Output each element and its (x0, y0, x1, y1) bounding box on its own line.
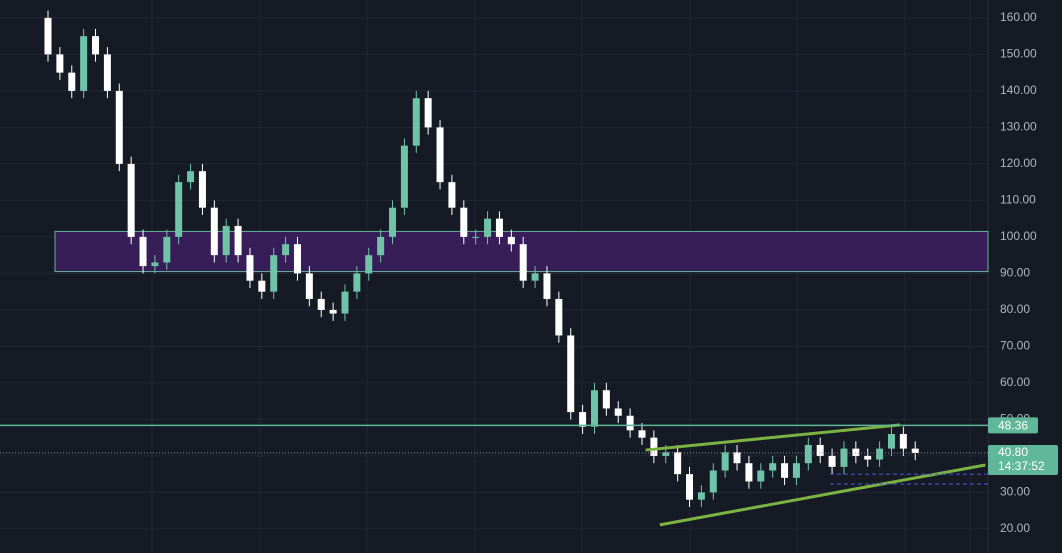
candle-body (389, 207, 397, 237)
candle-body (44, 17, 52, 55)
countdown: 14:37:52 (998, 459, 1045, 473)
candle-body (305, 273, 313, 299)
trend-line (659, 463, 986, 527)
candle-body (424, 98, 432, 128)
candle-body (222, 225, 230, 256)
candle-body (543, 273, 551, 299)
candle-body (876, 448, 884, 460)
candle-body (412, 98, 420, 146)
candle-body (115, 90, 123, 164)
candle-body (555, 298, 563, 336)
candle-body (911, 448, 919, 453)
candle-body (899, 434, 907, 449)
candle-body (614, 408, 622, 416)
candle-body (210, 207, 218, 256)
candle-body (234, 225, 242, 256)
candle-body (507, 236, 515, 245)
candle-body (163, 236, 171, 263)
y-tick-label: 20.00 (1000, 521, 1030, 535)
candle-body (887, 434, 895, 449)
candle-body (662, 452, 670, 456)
candle-body (460, 207, 468, 237)
candle-body (769, 463, 777, 471)
candle-body (709, 470, 717, 493)
candle-body (198, 171, 206, 208)
candle-body (317, 298, 325, 310)
candle-body (56, 54, 64, 73)
candle-body (852, 448, 860, 456)
trend-line (645, 423, 900, 452)
candle-body (757, 470, 765, 482)
candle-body (674, 452, 682, 475)
y-tick-label: 160.00 (1000, 10, 1037, 24)
price-label: 48.36 (998, 419, 1028, 433)
candle-body (531, 273, 539, 281)
y-tick-label: 130.00 (1000, 120, 1037, 134)
candle-body (745, 463, 753, 482)
candle-body (127, 163, 135, 237)
y-tick-label: 90.00 (1000, 266, 1030, 280)
candle-body (353, 273, 361, 292)
candle-body (329, 309, 337, 314)
last-price-box (988, 444, 1058, 475)
candle-body (638, 430, 646, 438)
candle-body (246, 255, 254, 281)
candle-body (804, 444, 812, 464)
candle-body (472, 236, 480, 238)
candle-body (816, 444, 824, 456)
candle-body (650, 437, 658, 456)
y-tick-label: 100.00 (1000, 229, 1037, 243)
y-tick-label: 80.00 (1000, 302, 1030, 316)
candle-body (282, 244, 290, 256)
y-tick-label: 150.00 (1000, 47, 1037, 61)
y-tick-label: 110.00 (1000, 193, 1036, 207)
y-tick-label: 140.00 (1000, 83, 1037, 97)
candle-body (733, 452, 741, 464)
candle-body (590, 390, 598, 427)
candle-body (519, 244, 527, 281)
y-tick-label: 30.00 (1000, 485, 1030, 499)
y-tick-label: 60.00 (1000, 375, 1030, 389)
candle-body (626, 415, 634, 431)
candle-body (567, 335, 575, 413)
candle-body (293, 244, 301, 274)
candle-body (781, 463, 789, 478)
candle-body (270, 255, 278, 292)
candle-body (697, 492, 705, 500)
candle-body (151, 262, 159, 267)
candle-body (400, 145, 408, 208)
candle-body (579, 412, 587, 427)
candle-body (80, 36, 88, 91)
candle-body (139, 236, 147, 267)
candle-body (721, 452, 729, 471)
candle-body (602, 390, 610, 409)
candle-body (365, 255, 373, 274)
candle-body (187, 171, 195, 183)
candle-body (377, 236, 385, 256)
candle-body (840, 448, 848, 467)
candle-body (258, 280, 266, 292)
candle-body (828, 455, 836, 467)
candle-body (686, 474, 694, 500)
candle-body (792, 463, 800, 478)
candle-body (448, 182, 456, 208)
candle-body (341, 291, 349, 314)
price-box (988, 417, 1038, 434)
last-price-label: 40.80 (998, 445, 1028, 459)
y-tick-label: 70.00 (1000, 339, 1030, 353)
candle-body (92, 36, 100, 55)
candle-body (495, 218, 503, 237)
candle-body (103, 54, 111, 91)
y-tick-label: 120.00 (1000, 156, 1037, 170)
candle-body (436, 127, 444, 183)
candle-body (68, 72, 76, 91)
candle-body (175, 182, 183, 237)
candle-body (864, 455, 872, 460)
candle-body (484, 218, 492, 237)
